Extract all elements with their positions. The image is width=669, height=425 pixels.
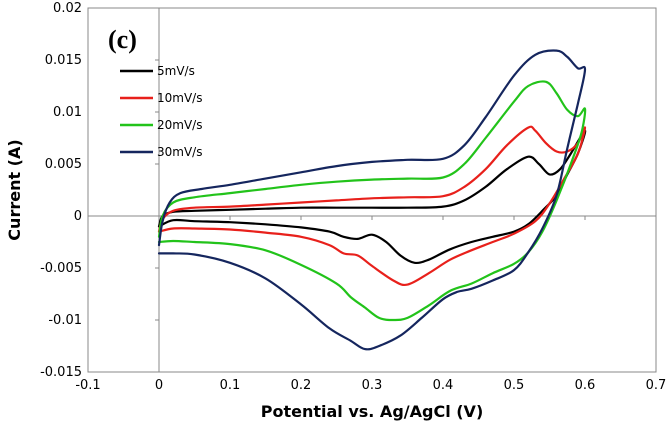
y-tick-label: 0.01 (53, 105, 82, 120)
legend-label: 20mV/s (157, 118, 202, 132)
y-tick-label: 0.005 (45, 157, 82, 172)
y-axis-ticks: -0.015 -0.01 -0.005 0 0.005 0.01 0.015 0.02 (40, 1, 159, 380)
plot-area (87, 7, 657, 373)
x-axis-ticks: -0.1 0 0.1 0.2 0.3 0.4 0.5 0.6 0.7 (75, 216, 666, 393)
y-tick-label: -0.01 (48, 313, 82, 328)
x-tick-label: 0.7 (646, 378, 667, 393)
x-tick-label: 0.1 (220, 378, 241, 393)
y-tick-label: 0.015 (45, 53, 82, 68)
series-line-10mv-s (157, 125, 587, 287)
x-tick-label: 0 (155, 378, 163, 393)
x-tick-label: 0.4 (433, 378, 454, 393)
legend: 5mV/s 10mV/s 20mV/s 30mV/s (120, 64, 202, 159)
y-tick-label: -0.015 (40, 365, 82, 380)
series-line-30mv-s (157, 49, 587, 351)
y-tick-label: 0 (74, 209, 82, 224)
series-line-20mv-s (157, 80, 587, 322)
series-layer (157, 49, 587, 351)
x-axis-title: Potential vs. Ag/AgCl (V) (261, 402, 484, 421)
panel-label: (c) (108, 25, 137, 54)
x-tick-label: 0.3 (362, 378, 383, 393)
legend-label: 5mV/s (157, 64, 195, 78)
x-tick-label: 0.2 (291, 378, 312, 393)
legend-label: 30mV/s (157, 145, 202, 159)
x-tick-label: 0.6 (575, 378, 596, 393)
plot-frame (87, 7, 657, 373)
y-tick-label: 0.02 (53, 1, 82, 16)
x-tick-label: 0.5 (504, 378, 525, 393)
y-axis-title: Current (A) (5, 139, 24, 240)
y-tick-label: -0.005 (40, 261, 82, 276)
legend-label: 10mV/s (157, 91, 202, 105)
x-tick-label: -0.1 (75, 378, 100, 393)
